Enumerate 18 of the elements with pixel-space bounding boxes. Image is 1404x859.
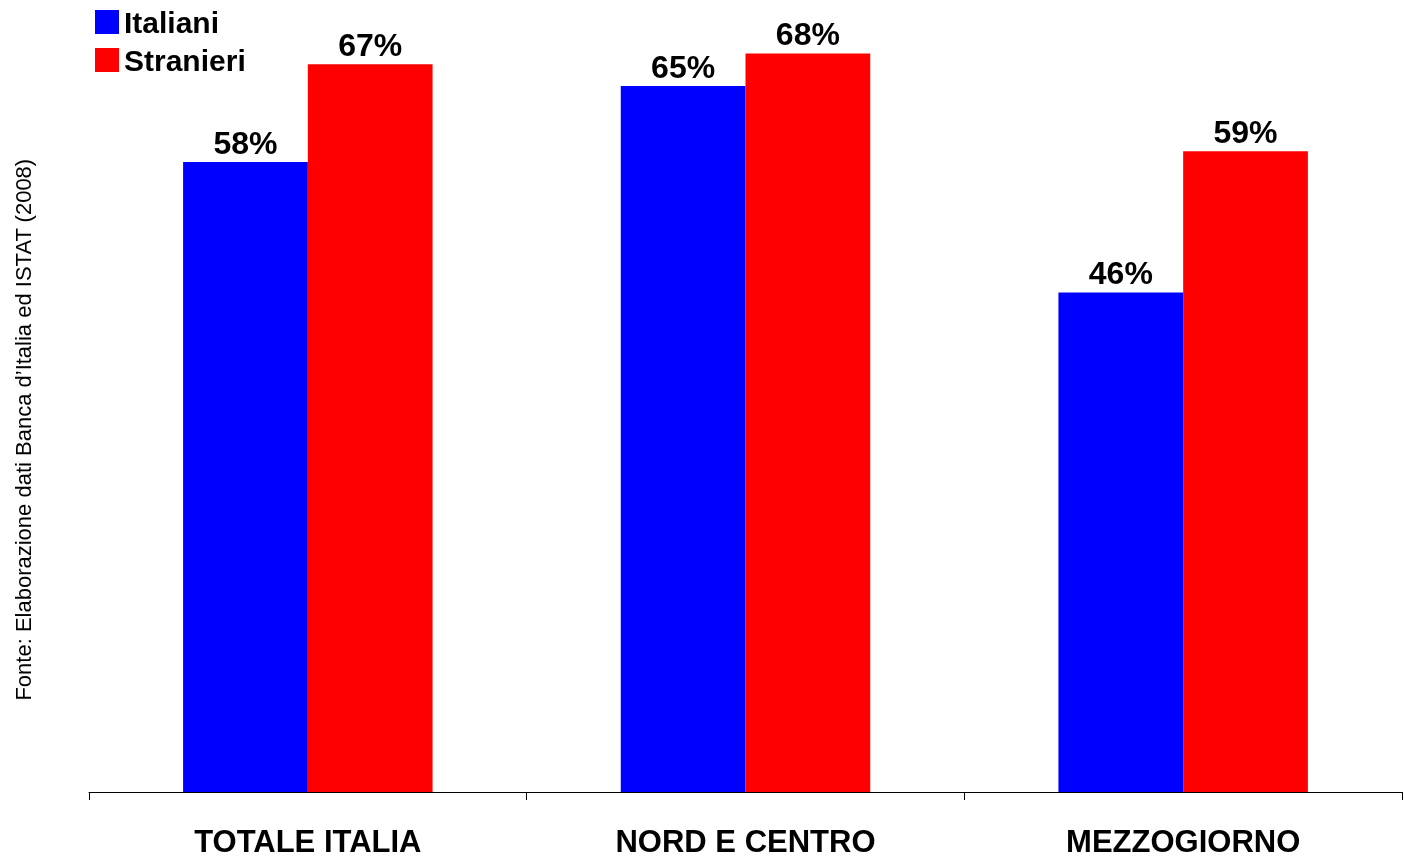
data-label: 68% xyxy=(775,16,840,53)
legend-label: Stranieri xyxy=(124,43,246,77)
bar xyxy=(620,86,746,792)
data-label: 46% xyxy=(1088,255,1153,292)
bar xyxy=(183,162,308,792)
x-tick-label: TOTALE ITALIA xyxy=(194,824,422,859)
data-label: 67% xyxy=(338,27,403,64)
bar xyxy=(745,53,871,792)
x-tick-label: NORD E CENTRO xyxy=(615,824,876,859)
bar xyxy=(1058,292,1184,792)
legend-label: Italiani xyxy=(124,5,220,39)
source-note: Fonte: Elaborazione dati Banca d’Italia ed ISTAT (2008) xyxy=(10,158,36,701)
x-tick-label: MEZZOGIORNO xyxy=(1066,824,1301,859)
data-label: 58% xyxy=(213,125,278,162)
data-label: 65% xyxy=(651,49,716,86)
bar xyxy=(307,64,433,792)
bar xyxy=(1183,151,1308,792)
data-label: 59% xyxy=(1213,114,1278,151)
